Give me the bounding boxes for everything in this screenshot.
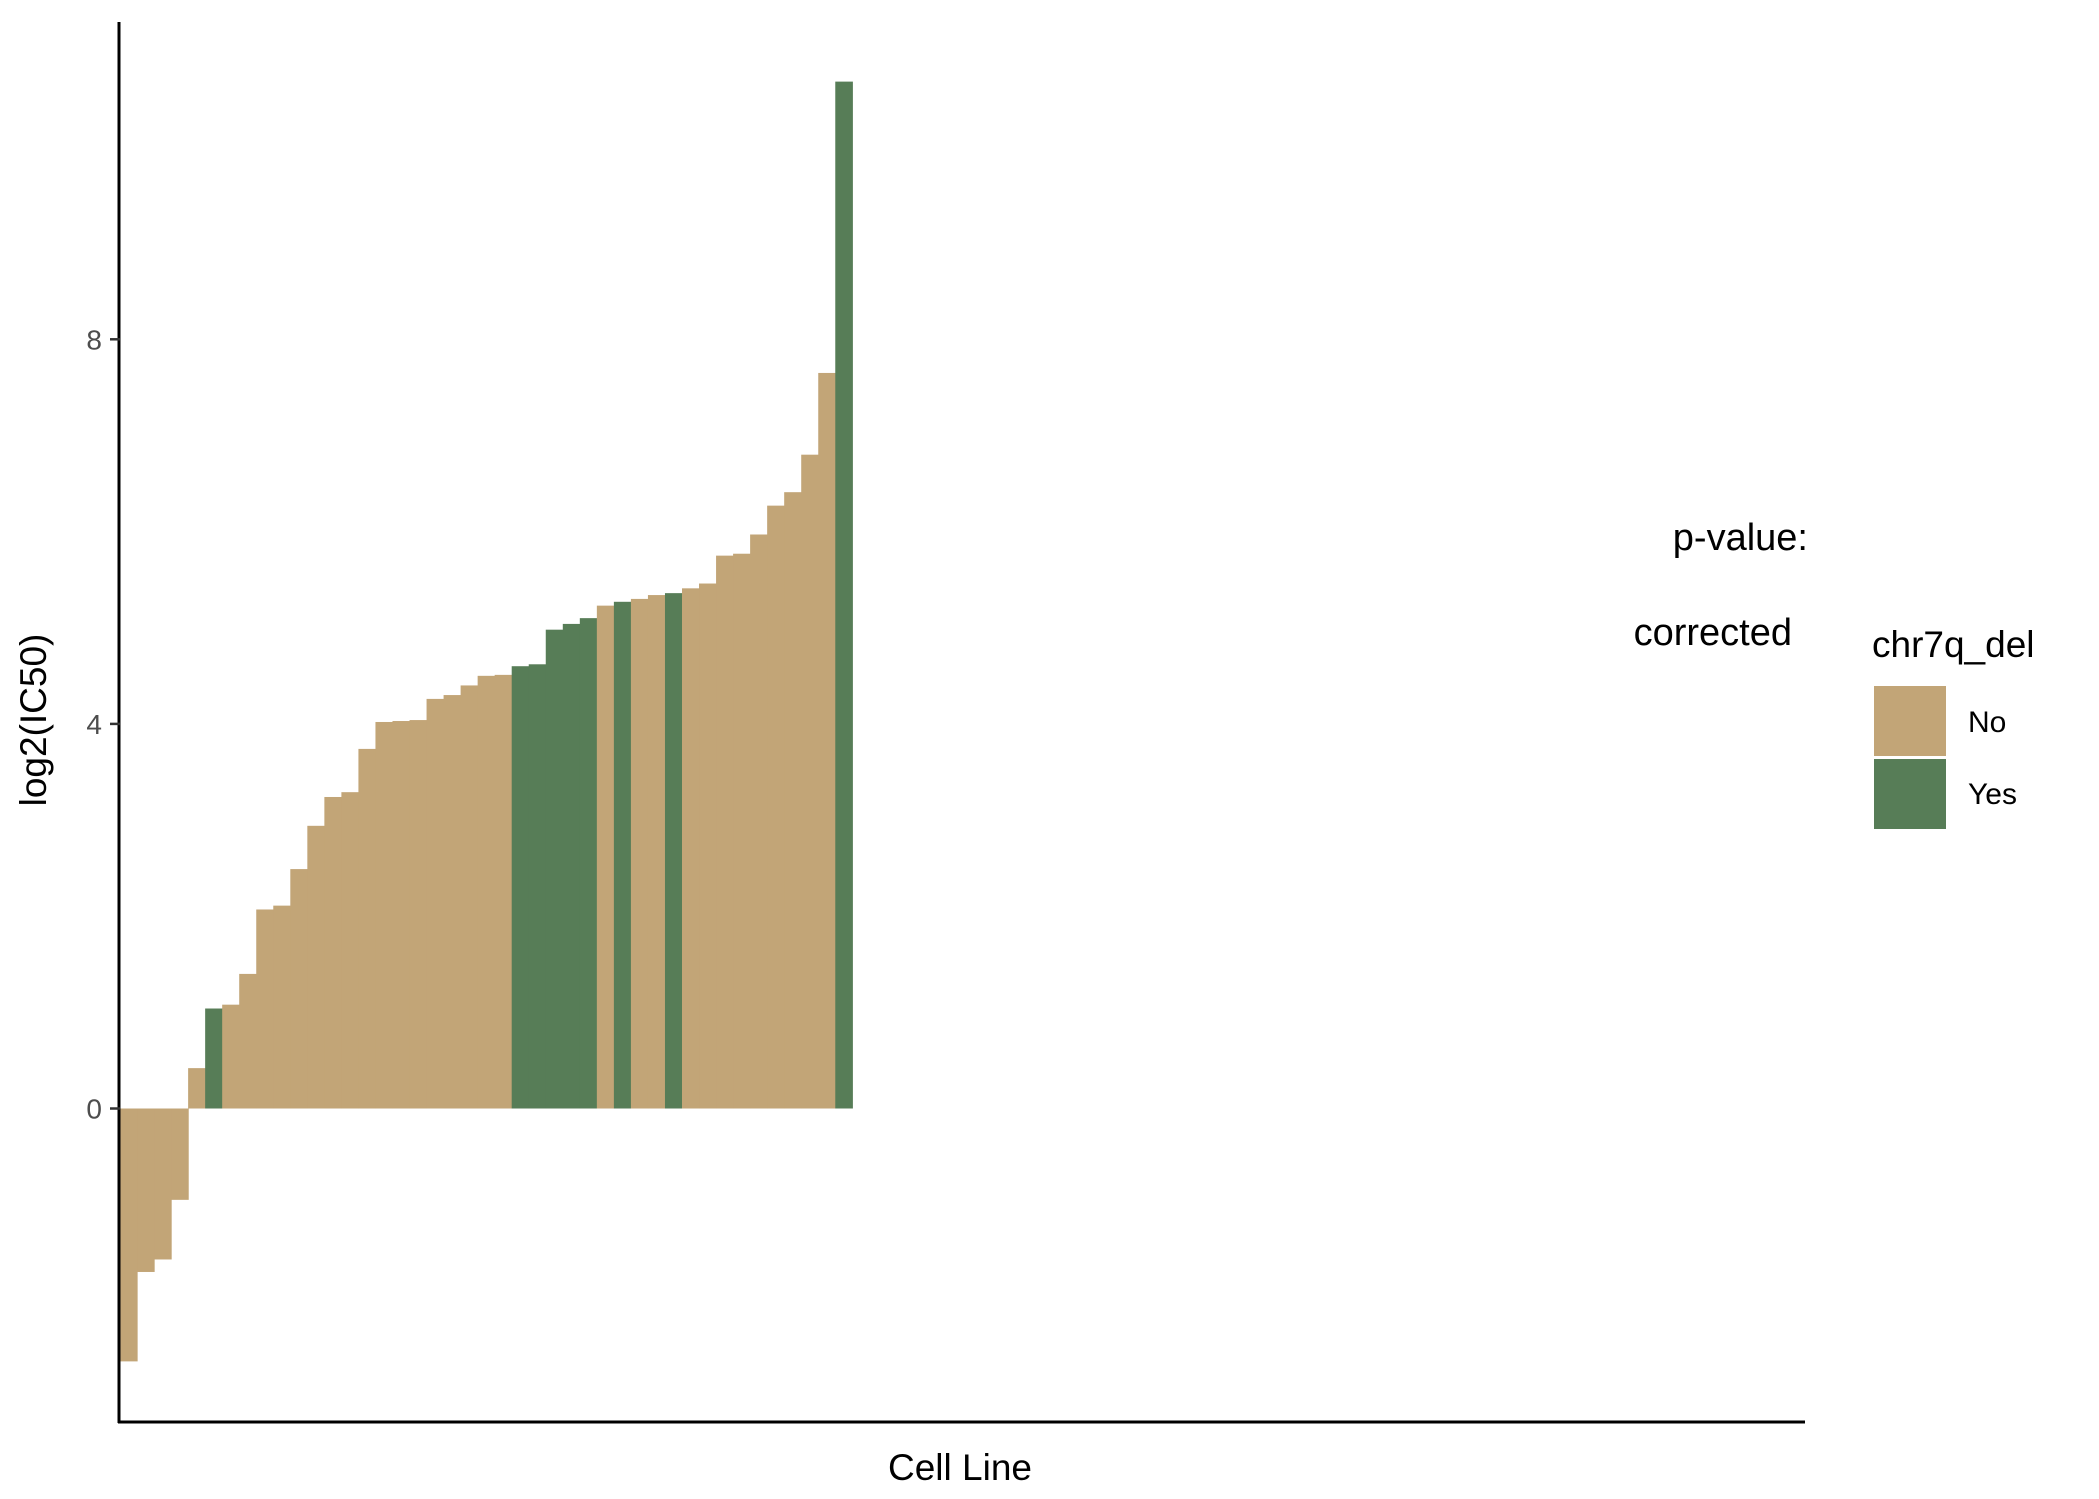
- bar-no: [409, 720, 428, 1109]
- bar-no: [341, 792, 360, 1109]
- bar-no: [647, 595, 666, 1109]
- bar-no: [767, 505, 785, 1109]
- legend-key-no: [1874, 686, 1946, 756]
- bar-yes: [205, 1008, 223, 1109]
- bar-no: [443, 695, 462, 1109]
- legend-key-yes: [1874, 759, 1946, 829]
- bar-no: [801, 454, 819, 1109]
- bar-no: [392, 721, 411, 1109]
- y-tick-label: 0: [86, 1094, 102, 1125]
- bar-no: [477, 675, 496, 1109]
- bar-no: [699, 583, 717, 1109]
- bar-no: [120, 1108, 138, 1362]
- bar-no: [256, 909, 274, 1109]
- y-axis-title: log2(IC50): [13, 634, 54, 807]
- legend-label-no: No: [1968, 706, 2006, 739]
- bar-no: [307, 825, 325, 1109]
- bar-no: [596, 605, 615, 1109]
- bar-yes: [579, 618, 598, 1109]
- bar-no: [784, 492, 802, 1109]
- bar-yes: [613, 601, 632, 1109]
- y-ticks-group: 0 4 8: [86, 324, 120, 1125]
- bar-no: [630, 598, 649, 1109]
- legend: chr7q_del No Yes: [1872, 624, 2035, 829]
- bars-group: [120, 81, 853, 1362]
- bar-yes: [664, 593, 683, 1109]
- bar-no: [188, 1068, 206, 1109]
- bar-no: [273, 905, 291, 1109]
- legend-label-yes: Yes: [1968, 778, 2017, 811]
- bar-no: [750, 534, 768, 1109]
- bar-yes: [835, 81, 853, 1109]
- bar-no: [171, 1108, 189, 1200]
- bar-no: [154, 1108, 172, 1260]
- y-tick-label: 4: [86, 709, 102, 740]
- bar-no: [375, 721, 394, 1109]
- bar-yes: [528, 664, 547, 1109]
- bar-no: [358, 748, 377, 1109]
- annotation-corrected: corrected: [1634, 612, 1792, 654]
- bar-yes: [545, 629, 564, 1109]
- x-axis-title: Cell Line: [888, 1447, 1032, 1488]
- bar-no: [494, 674, 513, 1109]
- annotation-p-value: p-value:: [1673, 517, 1808, 559]
- bar-no: [290, 869, 308, 1109]
- bar-no: [239, 973, 257, 1109]
- bar-yes: [511, 666, 530, 1109]
- bar-no: [460, 685, 479, 1109]
- bar-no: [682, 588, 700, 1109]
- bar-no: [137, 1108, 155, 1272]
- bar-no: [222, 1004, 240, 1109]
- y-tick-label: 8: [86, 324, 102, 355]
- bar-no: [324, 796, 342, 1109]
- bar-no: [426, 698, 445, 1109]
- bar-yes: [562, 623, 581, 1109]
- bar-no: [733, 553, 751, 1109]
- bar-no: [716, 555, 734, 1109]
- legend-title: chr7q_del: [1872, 624, 2035, 665]
- bar-no: [818, 372, 836, 1109]
